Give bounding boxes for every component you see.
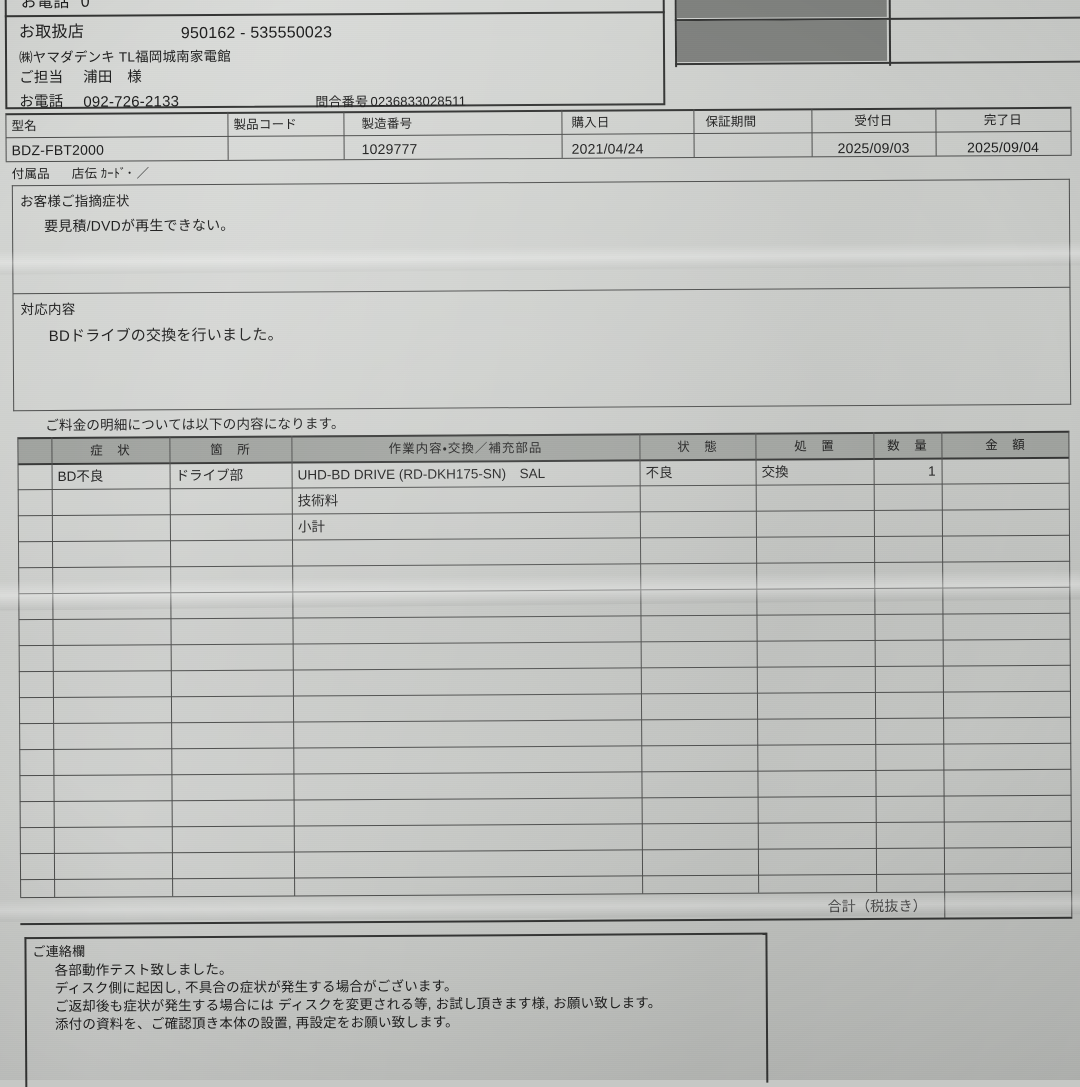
notes-line-0: 各部動作テスト致しました。 <box>55 963 233 978</box>
contact-label: ご担当 <box>19 71 63 86</box>
fee-header-amount: 金 額 <box>941 439 1069 452</box>
symptom-block: お客様ご指摘症状 要見積/DVDが再生できない。 <box>12 179 1071 293</box>
prod-row-rule <box>6 155 1072 163</box>
fee-row-rule <box>19 743 1071 750</box>
action-left-rule <box>12 293 14 411</box>
fee-row-rule <box>20 795 1072 802</box>
prod-value-purchase: 2021/04/24 <box>572 141 644 155</box>
contact-phone-label: お電話 <box>19 95 63 110</box>
fee-col-0 <box>17 437 21 897</box>
prod-col-2 <box>343 111 344 159</box>
fee-row-rule <box>20 821 1072 828</box>
symptom-left-rule <box>12 185 14 293</box>
prod-header-completed: 完了日 <box>935 114 1070 127</box>
prod-header-serial: 製造番号 <box>361 118 412 131</box>
fee-row-rule <box>18 613 1070 620</box>
fee-bottom-rule <box>20 917 1072 925</box>
fee-row-rule <box>20 847 1072 854</box>
symptom-right-rule <box>1069 179 1071 287</box>
fee-row-rule <box>18 561 1070 568</box>
fee-cell-state: 不良 <box>646 466 754 480</box>
accessories-value: 店伝 ｶｰﾄﾞ･ ／ <box>72 167 150 180</box>
notes-line-3: 添付の資料を、ご確認頂き本体の設置, 再設定をお願い致します。 <box>55 1016 459 1032</box>
fee-cell-treat: 交換 <box>762 465 872 479</box>
symptom-top-rule <box>12 179 1070 186</box>
fee-cell-work: UHD-BD DRIVE (RD-DKH175-SN) SAL <box>298 466 638 482</box>
prod-header-model: 型名 <box>11 120 36 133</box>
notes-title: ご連絡欄 <box>32 945 85 958</box>
prod-col-3 <box>561 110 562 158</box>
contact-name: 浦田 様 <box>83 70 142 85</box>
fee-cell-place: ドライブ部 <box>176 469 290 483</box>
fee-intro: ご料金の明細については以下の内容になります。 <box>45 417 344 432</box>
notes-line-2: ご返却後も症状が発生する場合には ディスクを変更される等, お試し頂きます様, … <box>55 996 662 1013</box>
notes-block: ご連絡欄 各部動作テスト致しました。 ディスク側に起因し, 不具合の症状が発生す… <box>24 933 767 1087</box>
inquiry-value: ：0236833028511 <box>357 94 466 108</box>
fee-total-label: 合計（税抜き） <box>810 899 944 914</box>
fee-detail-table: 症 状 箇 所 作業内容・交換／補充部品 状 態 処 置 数 量 金 額 BD不… <box>17 431 1072 924</box>
dealer-name: ㈱ヤマダデンキ TL福岡城南家電館 <box>19 50 231 65</box>
header-block: お電話 0 お取扱店 950162 - 535550023 ㈱ヤマダデンキ TL… <box>5 0 666 109</box>
phone-label: お電話 <box>21 0 70 11</box>
prod-header-code: 製品コード <box>233 118 297 131</box>
fee-cell-symptom: BD不良 <box>58 469 168 483</box>
prod-col-0 <box>5 113 6 161</box>
action-block: 対応内容 BDドライブの交換を行いました。 <box>12 287 1071 411</box>
fee-cell-qty: 1 <box>874 465 936 479</box>
action-title: 対応内容 <box>21 303 76 317</box>
fee-header-symptom: 症 状 <box>51 444 169 457</box>
fee-header-qty: 数 量 <box>873 440 941 453</box>
prod-value-serial: 1029777 <box>362 142 418 156</box>
fee-header-work: 作業内容・交換／補充部品 <box>291 441 639 456</box>
phone-value: 0 <box>81 0 90 11</box>
product-info-table: 型名 製品コード 製造番号 購入日 保証期間 受付日 完了日 BDZ-FBT20… <box>5 107 1071 176</box>
prod-value-model: BDZ-FBT2000 <box>12 143 105 158</box>
notes-right-rule <box>765 933 768 1083</box>
fee-row-rule <box>18 587 1070 594</box>
prod-value-completed: 2025/09/04 <box>936 140 1071 155</box>
fee-row-rule <box>18 483 1070 490</box>
symptom-body: 要見積/DVDが再生できない。 <box>44 218 235 233</box>
prod-header-purchase: 購入日 <box>571 117 609 130</box>
fee-cell-work: 小計 <box>298 518 638 534</box>
notes-line-1: ディスク側に起因し, 不具合の症状が発生する場合がございます。 <box>55 980 458 996</box>
prod-value-received: 2025/09/03 <box>812 141 936 156</box>
tr-mid-border <box>888 0 891 66</box>
tr-filled-cell-1 <box>677 0 887 18</box>
fee-row-rule <box>19 769 1071 776</box>
fee-col-8 <box>1068 431 1072 917</box>
fee-total-value <box>944 898 1071 899</box>
prod-header-received: 受付日 <box>811 115 935 128</box>
notes-top-rule <box>24 933 766 940</box>
fee-row-rule <box>19 691 1071 698</box>
fee-row-rule <box>19 717 1071 724</box>
fee-row-rule <box>20 873 1072 880</box>
tr-filled-cell-2 <box>677 20 887 62</box>
prod-header-rule <box>6 131 1072 139</box>
dealer-number: 950162 - 535550023 <box>181 25 332 42</box>
prod-col-1 <box>227 112 228 160</box>
notes-left-rule <box>24 937 27 1087</box>
fee-col-7 <box>941 432 945 918</box>
fee-header-place: 箇 所 <box>169 444 291 457</box>
prod-header-warranty: 保証期間 <box>705 116 756 129</box>
fee-header-treat: 処 置 <box>755 440 873 453</box>
contact-phone-value: 092-726-2133 <box>83 94 179 110</box>
fee-row-rule <box>19 665 1071 672</box>
action-bottom-rule <box>13 404 1071 411</box>
fee-row-rule <box>18 509 1070 516</box>
action-body: BDドライブの交換を行いました。 <box>49 328 283 344</box>
accessories-label: 付属品 <box>12 168 50 181</box>
top-right-partial-table <box>656 0 1080 73</box>
fee-row-rule <box>18 535 1070 542</box>
dealer-label: お取扱店 <box>19 25 84 41</box>
symptom-title: お客様ご指摘症状 <box>20 195 130 209</box>
fee-row-rule <box>19 639 1071 646</box>
prod-col-4 <box>693 109 694 157</box>
fee-header-state: 状 態 <box>639 441 755 454</box>
fee-cell-work: 技術料 <box>298 492 638 508</box>
action-right-rule <box>1069 287 1071 405</box>
